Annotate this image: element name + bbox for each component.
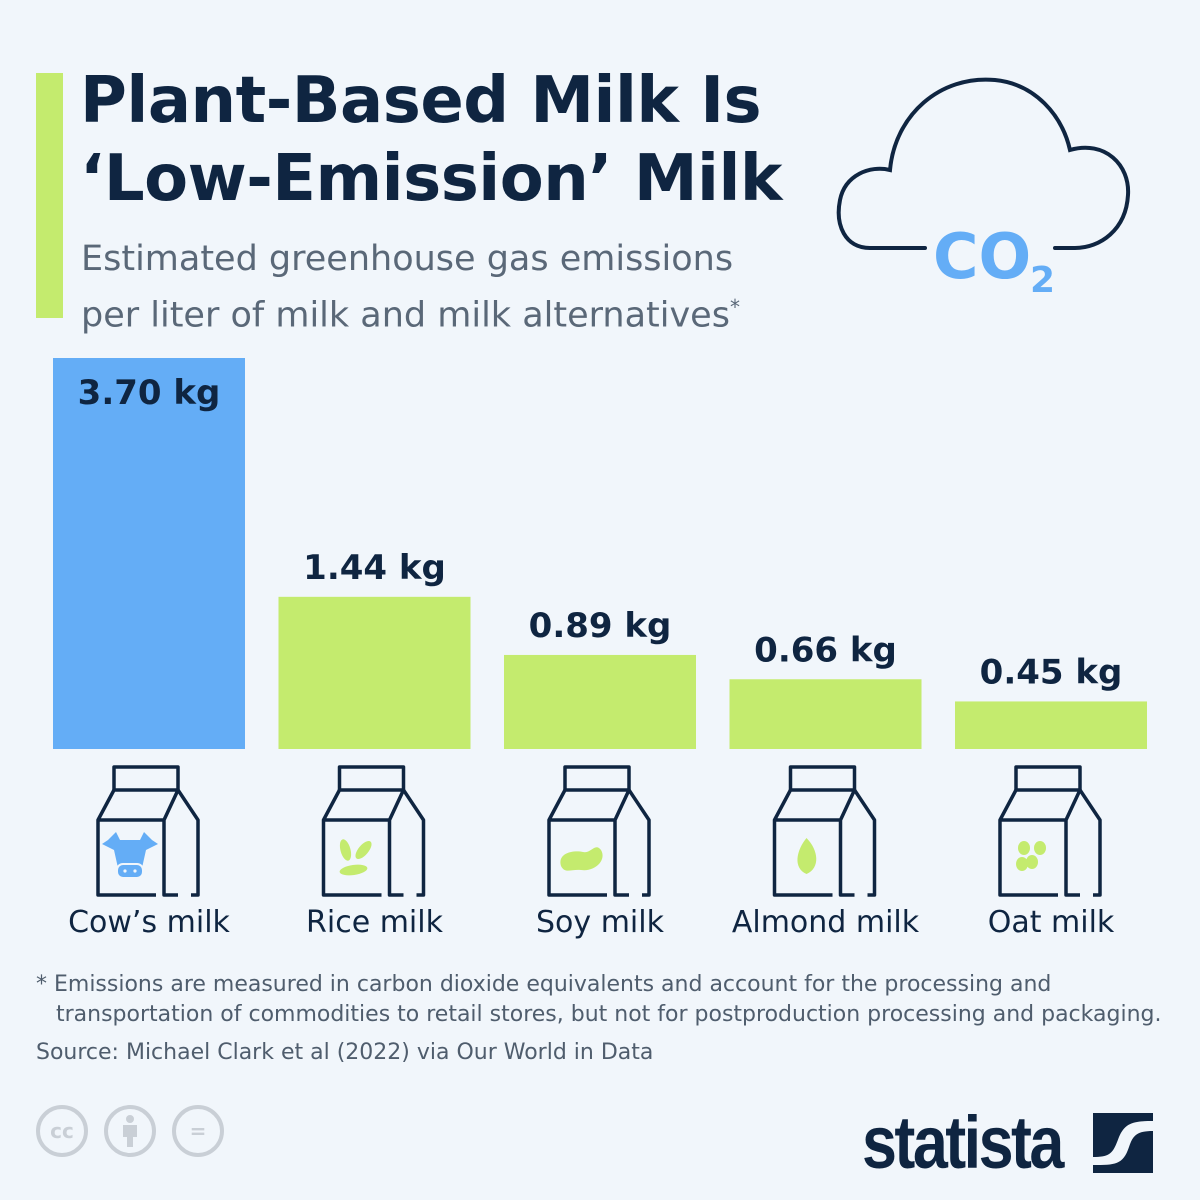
category-label: Almond milk [732,905,920,940]
subtitle: Estimated greenhouse gas emissions per li… [81,235,740,340]
bar-2 [504,654,696,749]
almond-icon [797,838,817,874]
page-title: Plant-Based Milk Is ‘Low-Emission’ Milk [80,62,782,218]
oat-icon [1016,841,1046,871]
statista-logo[interactable]: statista [862,1100,1153,1185]
license-icons: cc = [36,1105,224,1157]
subtitle-line-2: per liter of milk and milk alternatives [81,295,730,336]
category-label: Cow’s milk [68,905,230,940]
footnote-line-1: * Emissions are measured in carbon dioxi… [36,972,1052,997]
co2-text: CO [933,220,1031,293]
no-derivatives-icon[interactable]: = [172,1105,224,1157]
bar-0 [53,358,245,749]
bar-chart: 3.70 kg Cow’s milk 1.44 kg Rice milk 0.89 kg… [53,358,1147,940]
milk-carton-icon [547,765,651,897]
bar-3 [729,679,922,749]
value-label: 0.89 kg [529,606,672,646]
value-label: 3.70 kg [78,373,221,413]
value-label: 1.44 kg [303,548,446,588]
creative-commons-icon[interactable]: cc [36,1105,88,1157]
title-line-2: ‘Low-Emission’ Milk [80,142,782,216]
source: Source: Michael Clark et al (2022) via O… [36,1040,654,1065]
subtitle-line-1: Estimated greenhouse gas emissions [81,239,734,279]
cow-icon [102,832,158,879]
footnote-mark: * [729,295,740,319]
footnote-line-2: transportation of commodities to retail … [56,1002,1162,1027]
category-label: Soy milk [536,905,665,940]
milk-carton-icon [321,765,426,897]
statista-wordmark: statista [862,1101,1064,1184]
milk-carton-icon [772,765,877,897]
milk-carton-icon [998,765,1102,897]
footnote: * Emissions are measured in carbon dioxi… [36,970,1176,1030]
value-label: 0.66 kg [754,630,897,670]
category-label: Oat milk [988,905,1115,940]
milk-carton-icon [96,765,200,897]
title-line-1: Plant-Based Milk Is [80,64,762,138]
value-label: 0.45 kg [980,652,1123,692]
rice-icon [339,839,372,876]
soybean-icon [560,847,603,871]
bar-1 [278,596,471,749]
attribution-icon[interactable] [104,1105,156,1157]
category-label: Rice milk [306,905,444,940]
accent-bar [36,73,63,318]
bar-4 [955,701,1147,749]
statista-logo-icon [1093,1112,1153,1173]
co2-subscript: 2 [1030,260,1055,300]
co2-cloud-icon: CO 2 [836,77,1131,300]
